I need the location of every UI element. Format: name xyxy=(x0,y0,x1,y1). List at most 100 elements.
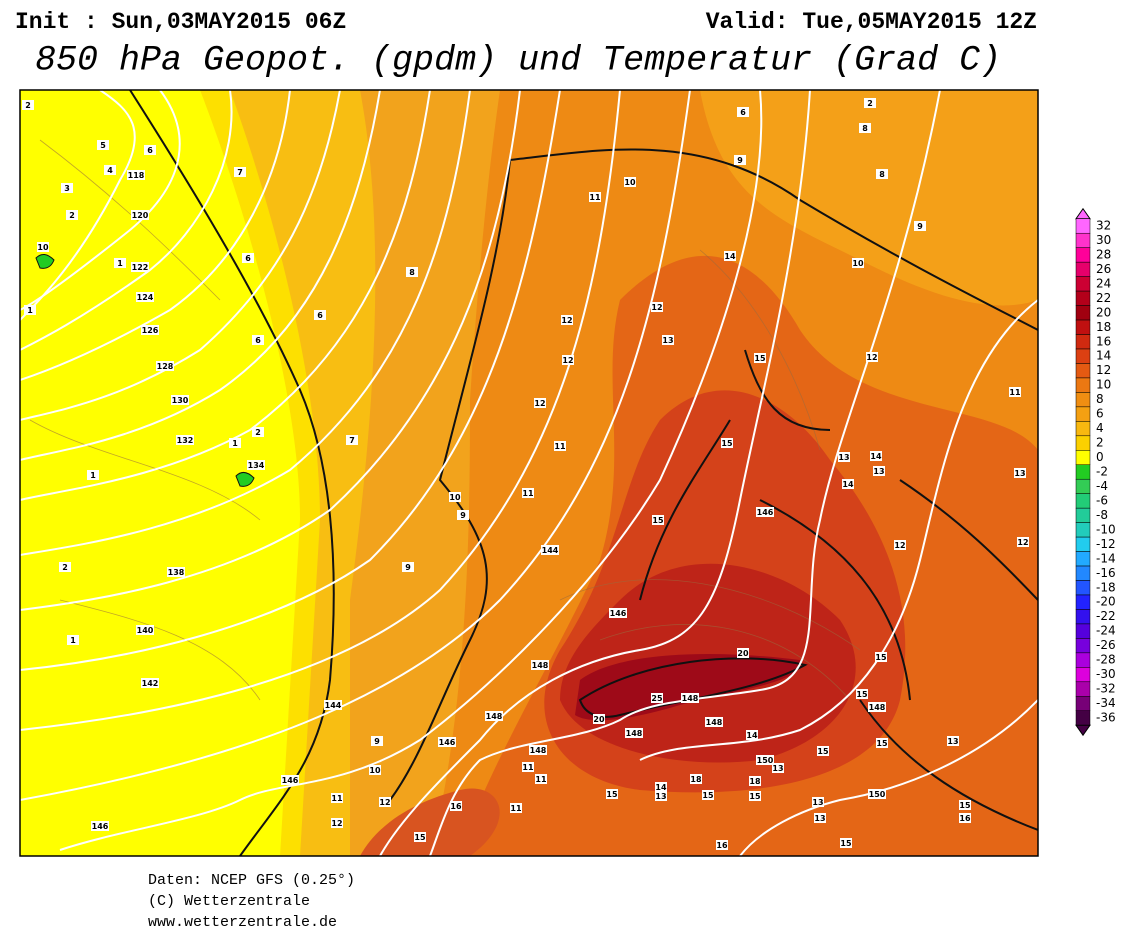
temperature-label: 5 xyxy=(100,141,106,150)
temperature-label: 16 xyxy=(450,802,462,811)
temperature-label: 12 xyxy=(331,819,342,828)
colorbar-label: -6 xyxy=(1096,493,1108,507)
temperature-label-box xyxy=(369,765,381,775)
map-labels: 1181201221241261281301321341381401421441… xyxy=(22,98,1029,850)
colorbar-label: -36 xyxy=(1096,710,1116,724)
temperature-label-box xyxy=(22,100,34,110)
geopotential-label-box xyxy=(171,395,189,405)
colorbar-swatch xyxy=(1075,406,1091,422)
temperature-label-box xyxy=(522,762,534,772)
colorbar-label: 28 xyxy=(1096,247,1111,261)
colorbar-label: 10 xyxy=(1096,378,1111,392)
colorbar-label: 22 xyxy=(1096,291,1111,305)
map-title: 850 hPa Geopot. (gpdm) und Temperatur (G… xyxy=(35,40,1001,80)
geopotential-label: 140 xyxy=(137,626,154,635)
geopotential-label-box xyxy=(868,789,886,799)
geopotential-label: 138 xyxy=(168,568,185,577)
colorbar-swatch xyxy=(1075,290,1091,306)
footer-url: www.wetterzentrale.de xyxy=(148,914,337,931)
temperature-label: 14 xyxy=(746,731,758,740)
temperature-label-box xyxy=(873,466,885,476)
temperature-label: 9 xyxy=(737,156,743,165)
colorbar-swatch xyxy=(1075,652,1091,668)
temperature-label: 2 xyxy=(62,563,68,572)
colorbar-swatch xyxy=(1075,696,1091,711)
temperature-label-box xyxy=(562,355,574,365)
colorbar-swatch xyxy=(1075,609,1091,625)
geopotential-label: 126 xyxy=(142,326,159,335)
temperature-label-box xyxy=(724,251,736,261)
colorbar-swatch xyxy=(1075,580,1091,596)
temperature-label-box xyxy=(450,801,462,811)
colorbar-swatch xyxy=(1075,363,1091,379)
temperature-label-box xyxy=(866,352,878,362)
temperature-label-box xyxy=(331,793,343,803)
temperature-label-box xyxy=(875,652,887,662)
geopotential-label: 148 xyxy=(706,718,723,727)
temperature-label: 8 xyxy=(862,124,868,133)
valid-time: Valid: Tue,05MAY2015 12Z xyxy=(706,9,1037,35)
temperature-label: 15 xyxy=(414,833,426,842)
geopotential-label-box xyxy=(141,678,159,688)
temperature-label-box xyxy=(859,123,871,133)
colorbar-label: -22 xyxy=(1096,609,1116,623)
temperature-label: 13 xyxy=(662,336,673,345)
temperature-label-box xyxy=(67,635,79,645)
temperature-label-box xyxy=(876,169,888,179)
temperature-label-box xyxy=(522,488,534,498)
geopotential-label: 128 xyxy=(157,362,174,371)
temperature-label: 1 xyxy=(232,439,238,448)
colorbar-swatch xyxy=(1075,478,1091,494)
temperature-label-box xyxy=(371,736,383,746)
temperature-label-box xyxy=(702,790,714,800)
temperature-label: 15 xyxy=(875,653,887,662)
geopotential-label-box xyxy=(681,693,699,703)
colorbar-label: 6 xyxy=(1096,407,1104,421)
colorbar-swatch xyxy=(1075,435,1091,451)
colorbar-label: -24 xyxy=(1096,624,1116,638)
colorbar-label: 30 xyxy=(1096,233,1111,247)
temperature-label-box xyxy=(814,813,826,823)
temperature-label-box xyxy=(593,714,605,724)
geopotential-label: 120 xyxy=(132,211,149,220)
geopotential-label: 142 xyxy=(142,679,159,688)
temperature-label-box xyxy=(114,258,126,268)
temperature-label-box xyxy=(662,335,674,345)
colorbar-swatch xyxy=(1075,623,1091,639)
temperature-label: 11 xyxy=(522,489,534,498)
temperature-label-box xyxy=(314,310,326,320)
geopotential-label-box xyxy=(176,435,194,445)
temperature-label: 18 xyxy=(749,777,761,786)
temperature-label-box xyxy=(144,145,156,155)
temperature-label: 15 xyxy=(876,739,888,748)
geopotential-label-box xyxy=(609,608,627,618)
temperature-label: 2 xyxy=(255,428,261,437)
temperature-label: 10 xyxy=(624,178,636,187)
colorbar-swatch xyxy=(1075,276,1091,292)
temperature-label: 11 xyxy=(331,794,343,803)
temperature-label-box xyxy=(61,183,73,193)
footer-copyright: (C) Wetterzentrale xyxy=(148,893,310,910)
temperature-label: 13 xyxy=(812,798,823,807)
temperature-label-box xyxy=(414,832,426,842)
temperature-label-box xyxy=(864,98,876,108)
colorbar-label: -18 xyxy=(1096,580,1116,594)
colorbar-swatch xyxy=(1075,710,1091,726)
geopotential-label: 144 xyxy=(542,546,559,555)
geopotential-label: 130 xyxy=(172,396,189,405)
temperature-label-box xyxy=(252,427,264,437)
temperature-label-box xyxy=(721,438,733,448)
temperature-label: 15 xyxy=(840,839,852,848)
geopotential-label-box xyxy=(531,660,549,670)
temperature-label-box xyxy=(749,791,761,801)
colorbar-label: 0 xyxy=(1096,450,1104,464)
temperature-label-box xyxy=(959,813,971,823)
colorbar-label: -28 xyxy=(1096,653,1116,667)
temperature-label: 20 xyxy=(593,715,605,724)
temperature-label-box xyxy=(87,470,99,480)
temperature-label-box xyxy=(959,800,971,810)
footer-source: Daten: NCEP GFS (0.25°) xyxy=(148,872,355,889)
temperature-label: 16 xyxy=(959,814,971,823)
colorbar-swatch xyxy=(1075,421,1091,437)
